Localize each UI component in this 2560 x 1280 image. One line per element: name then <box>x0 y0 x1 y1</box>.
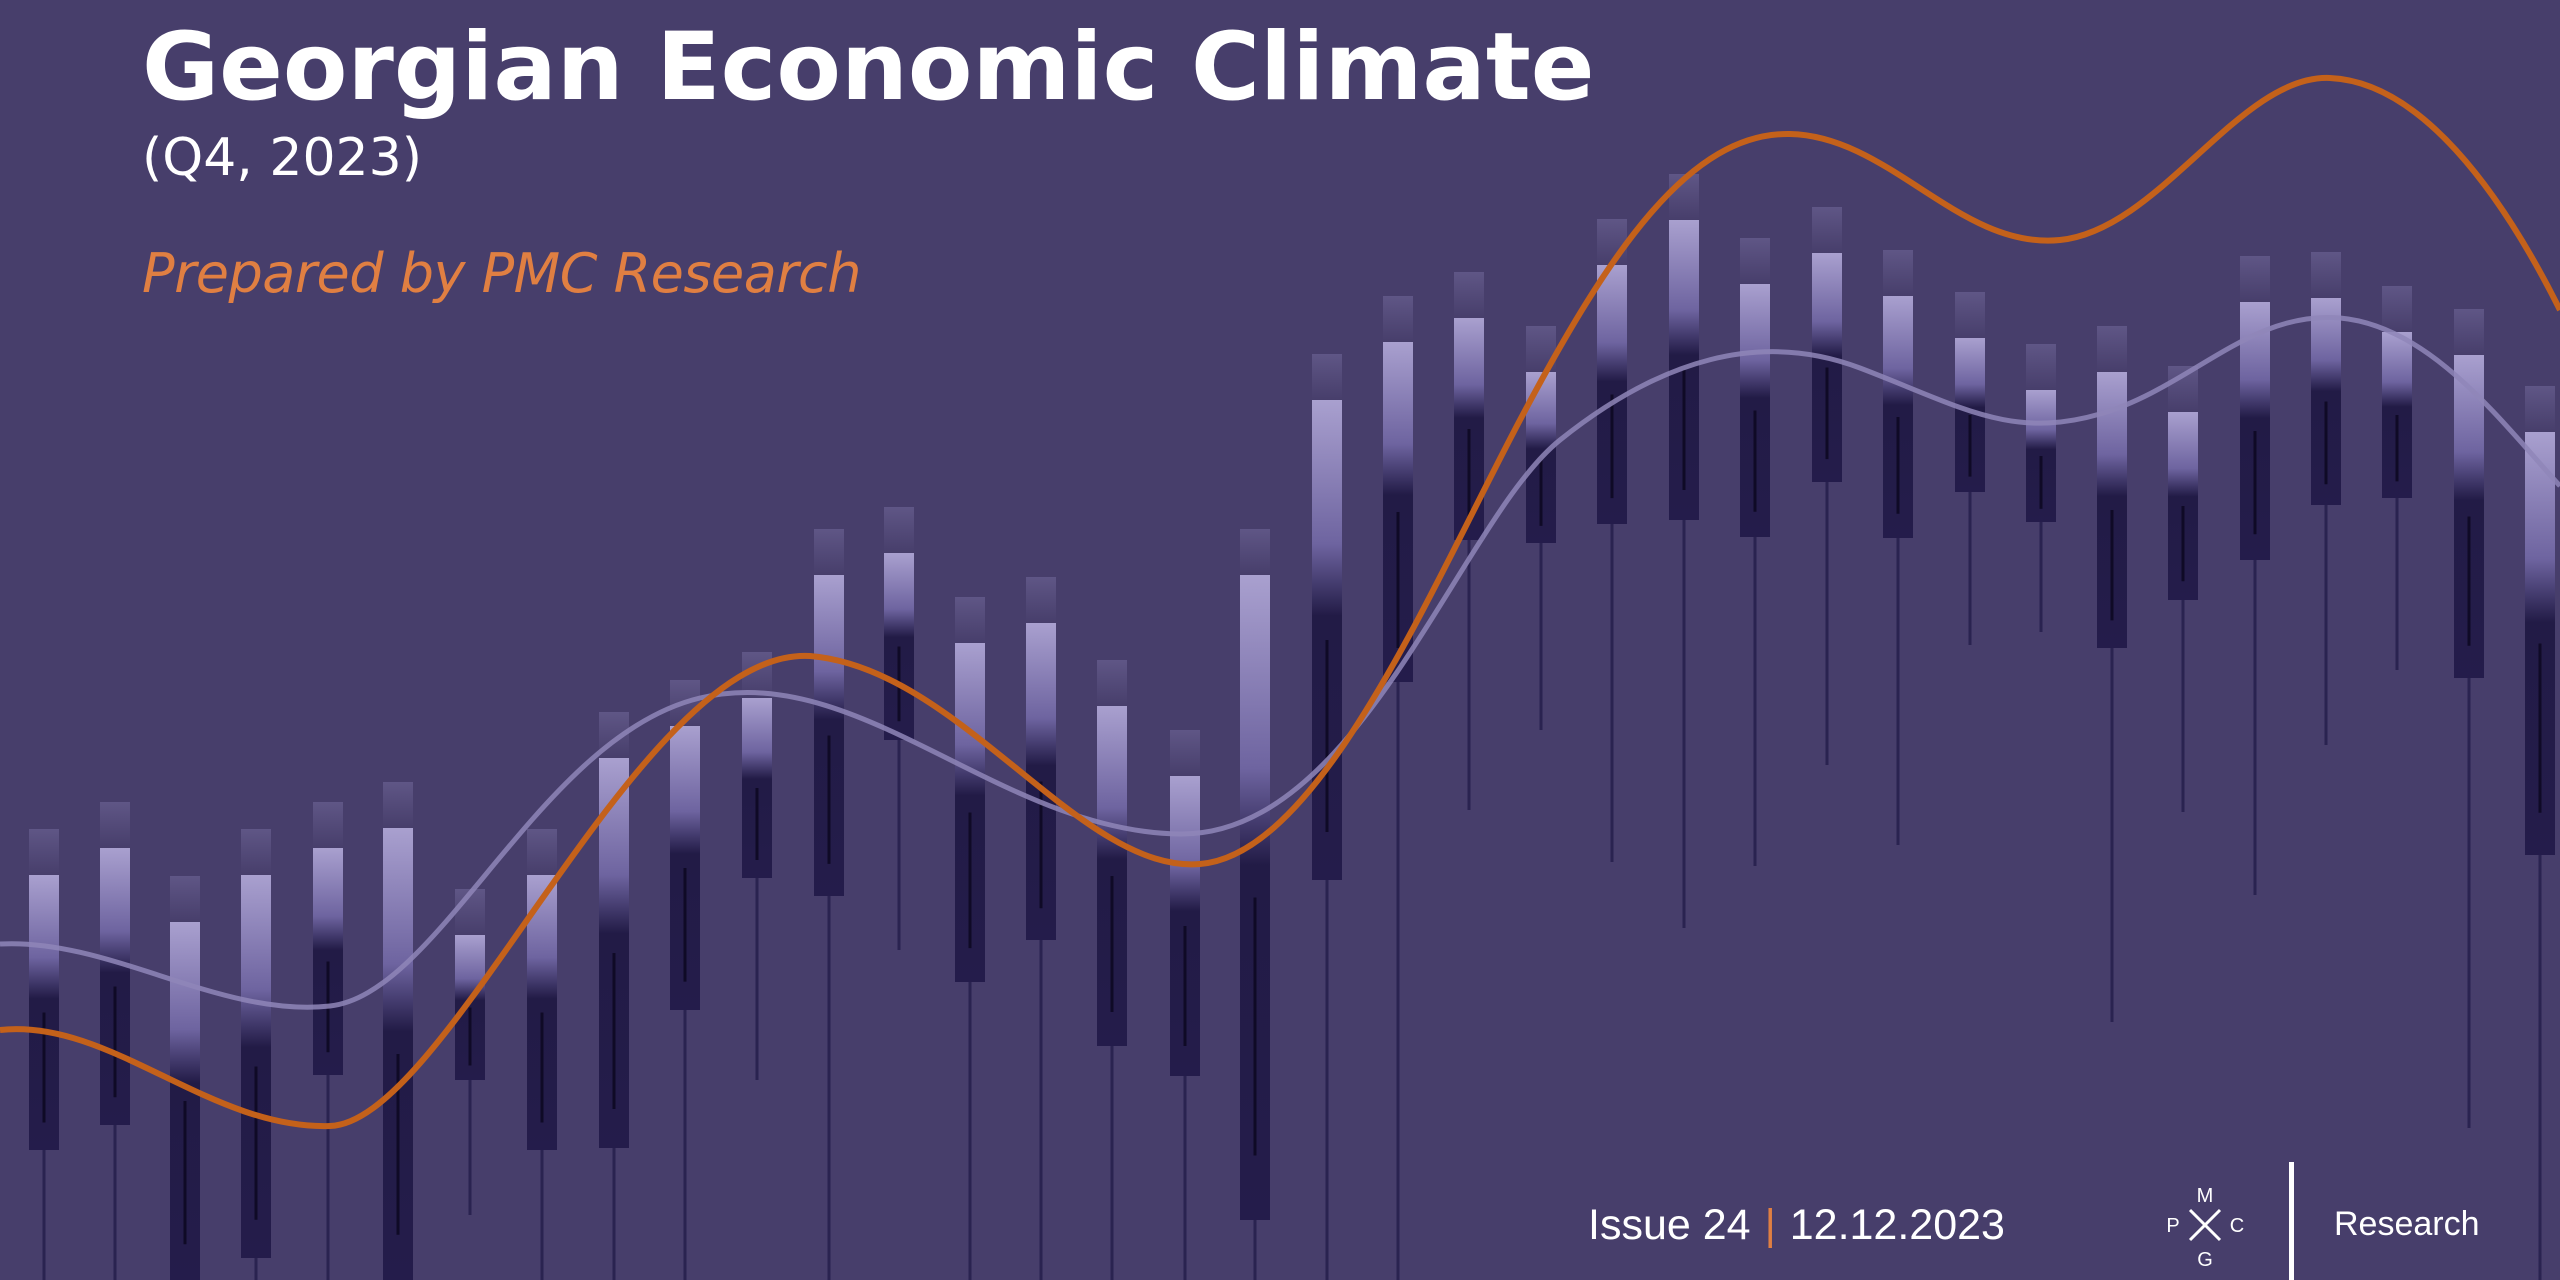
logo-cross-line <box>2188 1208 2222 1242</box>
report-title: Georgian Economic Climate <box>142 13 1595 122</box>
logo-divider <box>2289 1162 2294 1280</box>
report-period: (Q4, 2023) <box>142 128 422 188</box>
logo-letter-right: C <box>2230 1215 2244 1237</box>
pmcg-logo: M P C G <box>2166 1185 2244 1270</box>
logo-word: Research <box>2334 1205 2480 1243</box>
logo-letter-left: P <box>2166 1215 2179 1237</box>
issue-date: 12.12.2023 <box>1789 1201 2005 1249</box>
logo-letter-top: M <box>2197 1185 2214 1207</box>
prepared-by-line: Prepared by PMC Research <box>142 242 861 305</box>
issue-number: Issue 24 <box>1588 1201 1751 1249</box>
issue-date-line: Issue 24 | 12.12.2023 <box>1588 1192 2005 1258</box>
logo-letter-bottom: G <box>2197 1249 2213 1270</box>
issue-separator: | <box>1764 1201 1776 1249</box>
orange-curve <box>0 74 2560 1130</box>
lavender-curve <box>0 314 2560 1010</box>
